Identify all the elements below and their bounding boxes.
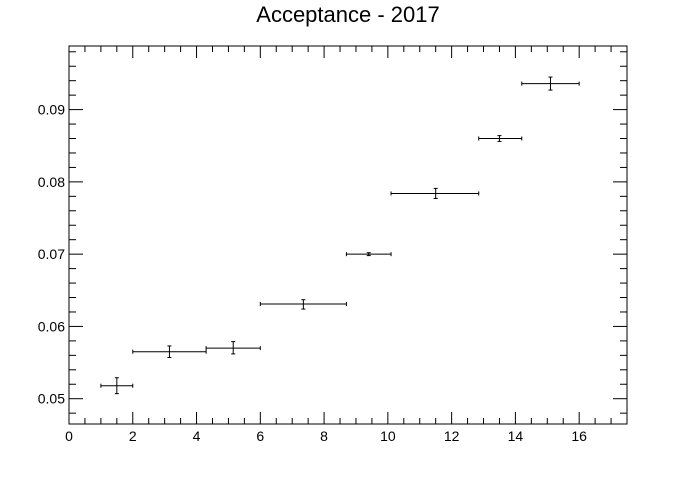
- data-points: [100, 76, 580, 395]
- x-tick-label: 0: [65, 428, 73, 444]
- plot-frame: [68, 45, 628, 425]
- y-tick-label: 0.07: [38, 246, 65, 262]
- data-point: [132, 345, 207, 359]
- chart-title: Acceptance - 2017: [256, 2, 439, 27]
- x-tick-label: 16: [571, 428, 587, 444]
- x-tick-label: 10: [380, 428, 396, 444]
- data-point: [390, 187, 480, 200]
- x-tick-label: 6: [256, 428, 264, 444]
- x-tick-label: 14: [508, 428, 524, 444]
- y-axis: 0.05 0.06 0.07 0.08 0.09: [38, 51, 627, 414]
- x-tick-label: 12: [444, 428, 460, 444]
- data-point: [345, 252, 392, 257]
- data-point: [259, 299, 347, 310]
- data-point: [205, 341, 261, 355]
- x-tick-label: 4: [193, 428, 201, 444]
- x-tick-label: 2: [129, 428, 137, 444]
- y-tick-label: 0.05: [38, 391, 65, 407]
- data-point: [478, 135, 523, 142]
- y-tick-label: 0.08: [38, 174, 65, 190]
- y-tick-label: 0.06: [38, 318, 65, 334]
- y-tick-label: 0.09: [38, 102, 65, 118]
- data-point: [521, 76, 580, 91]
- x-axis: 0 2 4 6 8 10 12 14 16: [65, 46, 628, 444]
- data-point: [100, 377, 134, 395]
- x-tick-label: 8: [320, 428, 328, 444]
